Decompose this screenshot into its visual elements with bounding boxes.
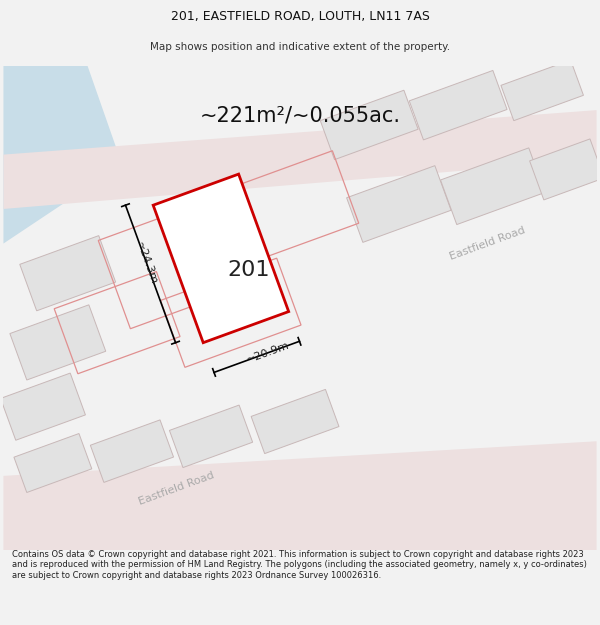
Polygon shape xyxy=(347,166,451,242)
Polygon shape xyxy=(320,90,418,159)
Polygon shape xyxy=(91,420,173,482)
Polygon shape xyxy=(20,236,116,311)
Text: Eastfield Road: Eastfield Road xyxy=(449,225,527,262)
Polygon shape xyxy=(4,110,596,209)
Text: ~24.3m: ~24.3m xyxy=(134,240,159,286)
Polygon shape xyxy=(1,373,85,440)
Polygon shape xyxy=(409,71,507,140)
Polygon shape xyxy=(169,405,253,468)
Polygon shape xyxy=(153,174,289,342)
Polygon shape xyxy=(530,139,600,200)
Polygon shape xyxy=(251,389,339,454)
Polygon shape xyxy=(501,60,583,121)
Polygon shape xyxy=(10,305,106,380)
Text: Contains OS data © Crown copyright and database right 2021. This information is : Contains OS data © Crown copyright and d… xyxy=(12,550,587,580)
Text: 201, EASTFIELD ROAD, LOUTH, LN11 7AS: 201, EASTFIELD ROAD, LOUTH, LN11 7AS xyxy=(170,10,430,23)
Polygon shape xyxy=(14,434,92,492)
Polygon shape xyxy=(4,441,596,550)
Polygon shape xyxy=(4,66,122,244)
Text: ~221m²/~0.055ac.: ~221m²/~0.055ac. xyxy=(199,105,401,125)
Text: ~20.9m: ~20.9m xyxy=(245,341,291,365)
Text: 201: 201 xyxy=(227,260,270,280)
Polygon shape xyxy=(440,148,545,224)
Text: Map shows position and indicative extent of the property.: Map shows position and indicative extent… xyxy=(150,42,450,52)
Text: Eastfield Road: Eastfield Road xyxy=(137,471,215,507)
